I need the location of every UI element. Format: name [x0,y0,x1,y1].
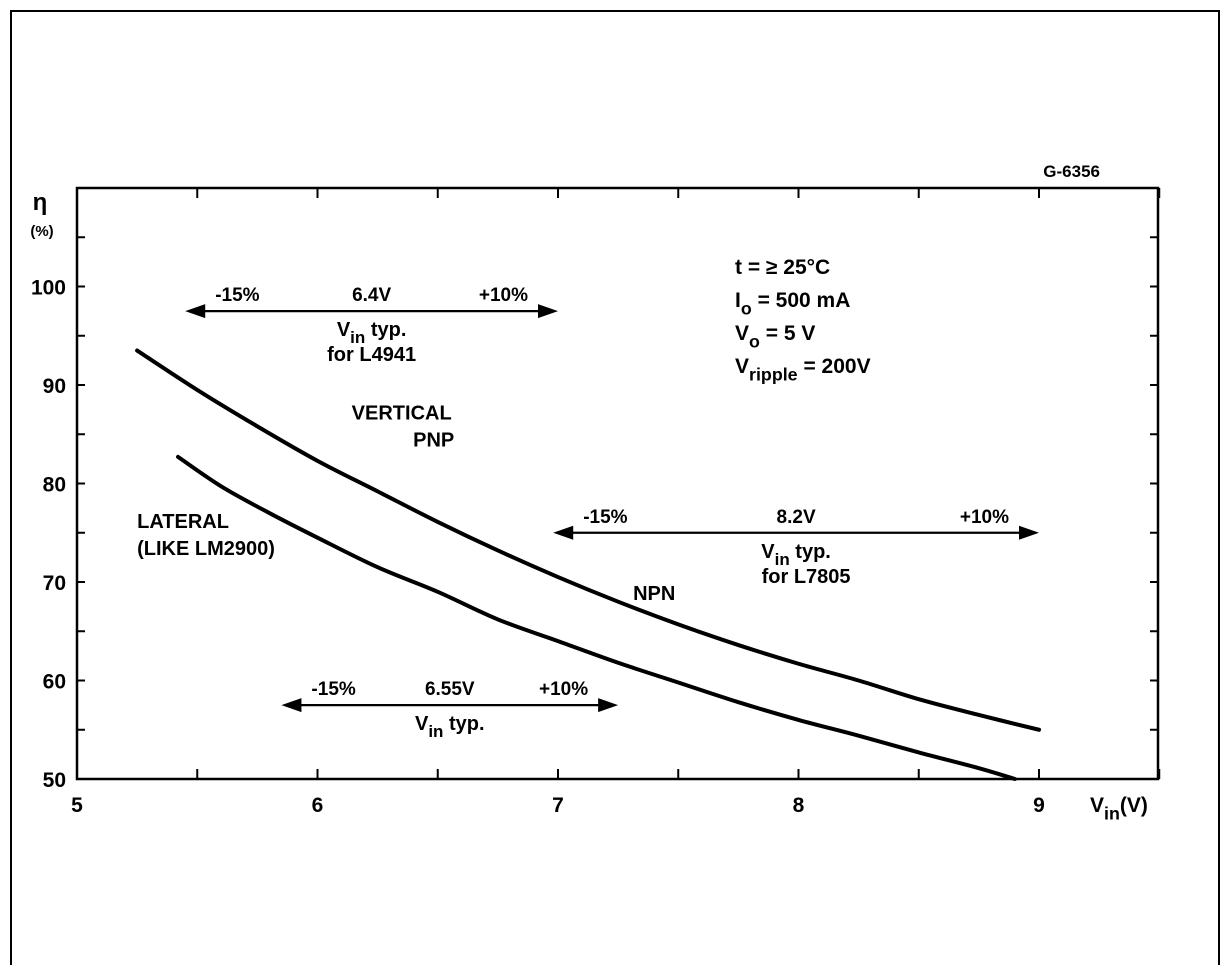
range-arrow-head-left [553,526,573,540]
range-left-label: -15% [583,507,627,528]
ticks: 5 6 7 8 9 50 60 70 80 90 100 [31,188,1159,817]
range-right-label: +10% [479,285,528,306]
range-left-label: -15% [311,679,355,700]
figure-code: G-6356 [1043,162,1100,181]
x-tick-label: 8 [793,794,805,817]
annotations: VERTICAL PNP LATERAL (LIKE LM2900) -15% 6.4V +… [137,256,1039,741]
curve-label: LATERAL [137,511,229,533]
range-right-label: +10% [960,507,1009,528]
condition-line: Vo = 5 V [735,322,815,351]
y-tick-label: 90 [43,375,66,398]
y-tick-label: 100 [31,277,66,300]
y-axis-unit: (%) [30,223,53,240]
range-right-label: +10% [539,679,588,700]
range-sub-label-2: for L4941 [327,344,416,366]
curve-label: PNP [413,429,454,451]
y-tick-label: 70 [43,572,66,595]
range-sub-label-2: for L7805 [762,566,851,588]
range-center-label: 6.4V [352,285,391,306]
range-center-label: 6.55V [425,679,475,700]
x-tick-label: 5 [71,794,83,817]
npn-label: NPN [633,583,675,605]
range-arrow-head-right [538,304,558,318]
x-tick-label: 6 [312,794,324,817]
range-sub-label: Vin typ. [761,541,831,569]
x-tick-label: 7 [552,794,564,817]
axes: η (%) Vin(V) [30,188,1158,823]
condition-line: Io = 500 mA [735,289,850,318]
range-arrow-head-right [1019,526,1039,540]
plot-border [77,188,1158,779]
range-center-label: 8.2V [777,507,816,528]
y-tick-label: 50 [43,769,66,792]
y-tick-label: 80 [43,474,66,497]
y-tick-label: 60 [43,671,66,694]
range-arrow-head-right [598,698,618,712]
range-arrow-head-left [281,698,301,712]
curve-label: (LIKE LM2900) [137,538,275,560]
condition-line: t = ≥ 25°C [735,256,830,279]
series-line-2 [178,457,1015,779]
condition-line: Vripple = 200V [735,355,871,384]
x-axis-label: Vin(V) [1090,794,1148,823]
curves [137,351,1039,779]
range-sub-label: Vin typ. [415,713,485,741]
curve-label: VERTICAL [352,402,452,424]
range-arrow-head-left [185,304,205,318]
range-left-label: -15% [215,285,259,306]
y-axis-label: η [33,189,48,216]
x-tick-label: 9 [1033,794,1045,817]
range-sub-label: Vin typ. [337,319,407,347]
